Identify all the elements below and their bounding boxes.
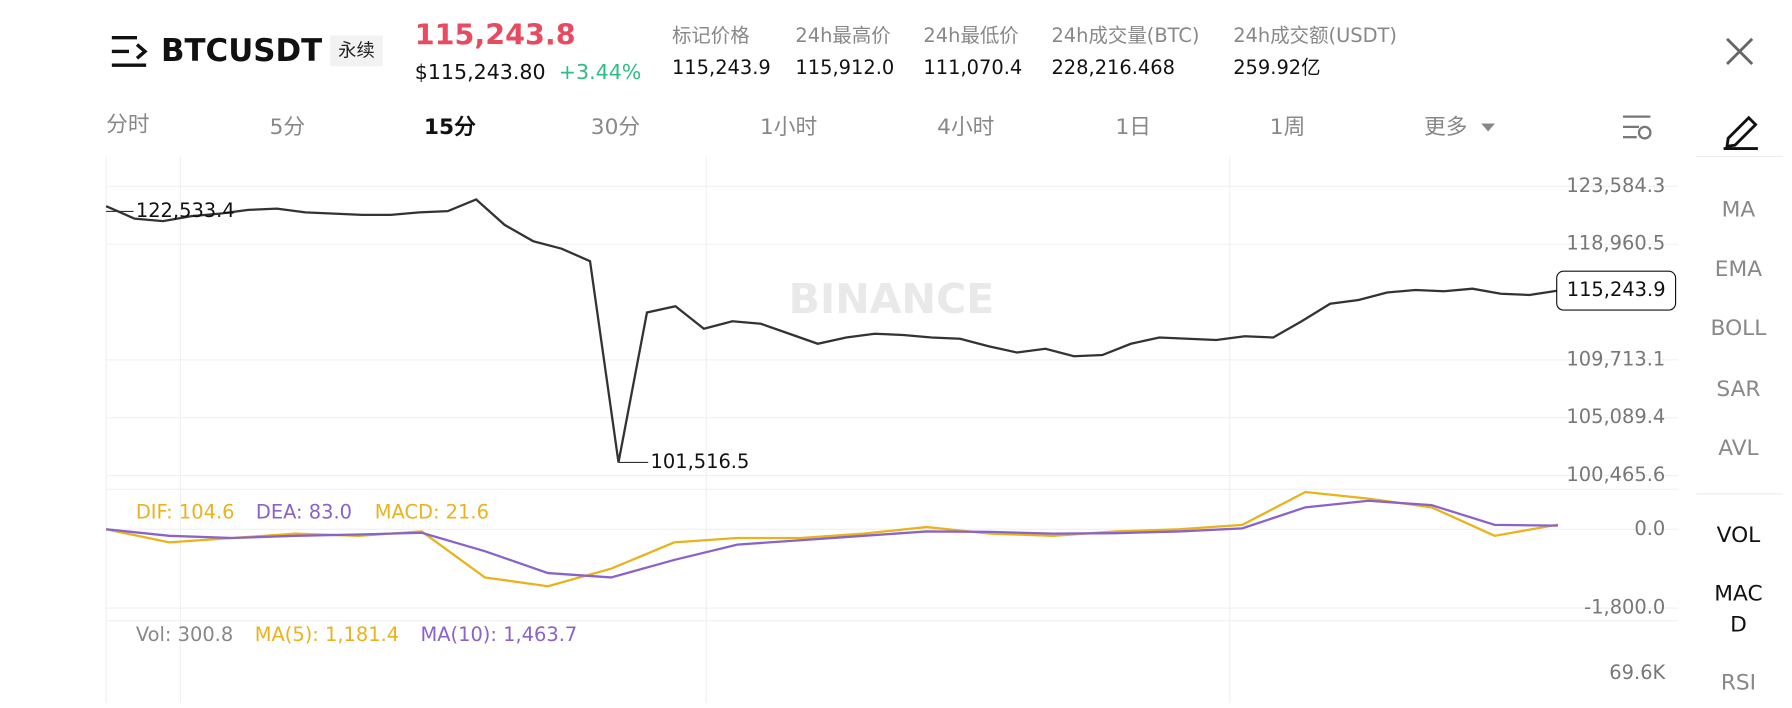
- watermark: BINANCE: [789, 275, 995, 323]
- side-item-part: MAC: [1714, 581, 1762, 606]
- last-price: 115,243.8: [415, 18, 576, 52]
- tab[interactable]: 分时: [106, 113, 149, 138]
- badge-bg: [330, 35, 383, 67]
- y-tick-label: 0.0: [1634, 517, 1665, 540]
- side-item[interactable]: SAR: [1716, 377, 1760, 402]
- tab[interactable]: 15分: [424, 115, 476, 140]
- tab[interactable]: 更多: [1424, 115, 1467, 140]
- stat-value: 228,216.468: [1051, 56, 1175, 79]
- min-label: 101,516.5: [651, 450, 750, 473]
- contract: 永续: [338, 40, 375, 61]
- tab[interactable]: 30分: [591, 115, 640, 140]
- stat-label: 24h最低价: [923, 24, 1018, 47]
- side-item[interactable]: RSI: [1721, 671, 1756, 696]
- plot-frame: [105, 156, 1678, 703]
- tab[interactable]: 1周: [1270, 115, 1306, 140]
- max-label: 122,533.4: [136, 199, 235, 222]
- vol-axis-label: 69.6K: [1609, 661, 1666, 684]
- y-tick-label: 109,713.1: [1566, 347, 1665, 370]
- usd-price: $115,243.80: [415, 60, 546, 84]
- side-item[interactable]: MAC D: [1714, 581, 1762, 637]
- tab[interactable]: 5分: [270, 115, 306, 140]
- tab[interactable]: 1小时: [760, 115, 817, 140]
- stat-label: 24h最高价: [795, 24, 890, 47]
- symbol[interactable]: BTCUSDT: [161, 33, 322, 69]
- stat-value: 115,912.0: [795, 56, 894, 79]
- side-item-part: D: [1730, 612, 1747, 637]
- series-line: [105, 198, 1559, 463]
- draw-icon[interactable]: [1723, 115, 1758, 151]
- macd-legend: MACD: 21.6: [375, 501, 489, 524]
- close[interactable]: [1726, 37, 1754, 66]
- dropdown-arrow: [1481, 123, 1495, 132]
- vol-legend: MA(10): 1,463.7: [420, 623, 577, 646]
- y-tick-label: 123,584.3: [1566, 174, 1665, 197]
- series-line: [106, 499, 1558, 579]
- side-item[interactable]: AVL: [1718, 436, 1758, 461]
- stat-value: 111,070.4: [923, 56, 1022, 79]
- stat-value: 115,243.9: [672, 56, 771, 79]
- macd-legend: DEA: 83.0: [256, 501, 352, 524]
- side-item[interactable]: VOL: [1717, 523, 1761, 548]
- stat-label: 24h成交额(USDT): [1233, 24, 1397, 47]
- vol-legend: MA(5): 1,181.4: [255, 623, 399, 646]
- settings-icon[interactable]: [1623, 115, 1652, 140]
- y-tick-label: 100,465.6: [1566, 463, 1665, 486]
- menu-icon[interactable]: [111, 36, 148, 67]
- tab[interactable]: 4小时: [937, 115, 994, 140]
- last-price-label: 115,243.9: [1567, 278, 1666, 301]
- vol-legend: Vol: 300.8: [136, 623, 233, 646]
- change: +3.44%: [559, 60, 642, 84]
- stat-label: 标记价格: [672, 24, 750, 47]
- stat-value: 259.92亿: [1233, 56, 1320, 79]
- macd-legend: DIF: 104.6: [136, 501, 235, 524]
- stat-label: 24h成交量(BTC): [1051, 24, 1199, 47]
- side-item[interactable]: MA: [1722, 197, 1756, 222]
- y-tick-label: 105,089.4: [1566, 405, 1665, 428]
- last-price-box: [1556, 270, 1677, 311]
- y-tick-label: 118,960.5: [1566, 232, 1665, 255]
- y-tick-label: -1,800.0: [1584, 596, 1665, 619]
- side-item[interactable]: EMA: [1715, 257, 1762, 282]
- tab[interactable]: 1日: [1115, 115, 1151, 140]
- side-item[interactable]: BOLL: [1711, 316, 1767, 341]
